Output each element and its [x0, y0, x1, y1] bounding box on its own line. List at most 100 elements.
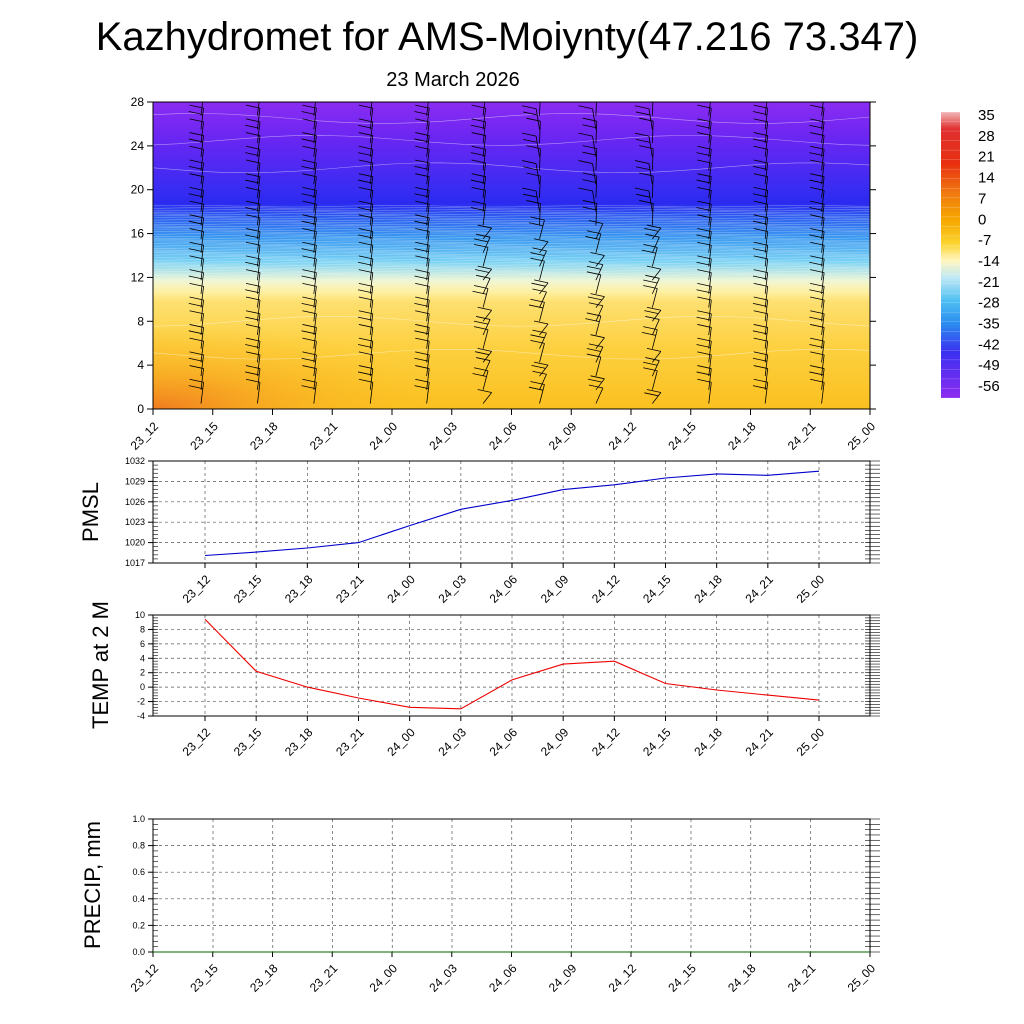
wind-barb-flag [245, 324, 261, 328]
wind-barb-flag [809, 371, 824, 376]
x-tick-label: 23_12 [128, 961, 162, 995]
x-tick-label: 23_15 [231, 725, 265, 759]
wind-barb-staff [595, 305, 604, 322]
wind-barb-flag [358, 159, 373, 164]
isotherm-line [153, 266, 870, 269]
isotherm-line [153, 205, 870, 208]
wind-barb-flag [358, 337, 373, 342]
wind-barb-staff [482, 108, 487, 130]
wind-barb-staff [313, 217, 317, 240]
wind-barb-staff [313, 258, 317, 281]
wind-barb-staff [482, 149, 487, 171]
wind-barb-staff [821, 272, 825, 294]
wind-barb-flag [810, 241, 825, 246]
wind-barb-flag [414, 220, 429, 225]
wind-barb-flag [471, 104, 486, 109]
wind-barb-flag [357, 261, 373, 266]
wind-barb-flag [753, 282, 768, 287]
wind-barb-staff [764, 149, 769, 171]
wind-barb-flag [470, 124, 485, 129]
wind-barb-flag [358, 104, 373, 109]
wind-barb-staff [482, 162, 487, 185]
wind-barb-flag [646, 306, 661, 311]
wind-barb-staff [595, 255, 605, 267]
wind-barb-flag [753, 296, 768, 301]
wind-barb-staff [539, 250, 547, 267]
wind-barb-staff [708, 217, 712, 240]
wind-barb-flag [301, 357, 316, 362]
wind-barb-flag [358, 118, 373, 123]
wind-barb-flag [753, 337, 768, 342]
wind-barb-flag [526, 91, 540, 94]
wind-barb-flag [415, 200, 430, 205]
wind-barb-staff [426, 245, 430, 267]
wind-barb-flag [415, 132, 430, 136]
wind-barb-staff [200, 341, 204, 363]
wind-barb-flag [358, 282, 373, 287]
wind-barb-flag [471, 118, 486, 123]
isotherm-line [153, 213, 870, 216]
wind-barb-staff [313, 102, 316, 116]
wind-barb-staff [257, 217, 261, 240]
wind-barb-flag [189, 269, 204, 274]
wind-barb-staff [764, 299, 769, 322]
x-tick-label: 23_15 [187, 419, 221, 453]
wind-barb-staff [313, 272, 317, 294]
wind-barb-flag [753, 159, 768, 164]
wind-barb-flag [753, 241, 768, 246]
wind-barb-flag [415, 104, 430, 109]
wind-barb-staff [482, 288, 489, 308]
wind-barb-staff [708, 135, 712, 157]
wind-barb-flag [696, 234, 711, 239]
wind-barb-flag [753, 187, 768, 191]
wind-barb-flag [188, 330, 203, 335]
wind-barb-flag [810, 173, 825, 178]
wind-barb-staff [821, 217, 825, 240]
wind-barb-staff [708, 204, 712, 226]
wind-barb-flag [188, 111, 203, 115]
wind-barb-staff [426, 299, 430, 322]
wind-barb-staff [708, 121, 712, 144]
wind-barb-staff [652, 227, 662, 240]
wind-barb-staff [369, 121, 374, 144]
wind-barb-flag [415, 173, 430, 178]
wind-barb-flag [245, 310, 261, 315]
wind-barb-staff [539, 261, 545, 281]
isotherm-line [153, 268, 870, 271]
wind-barb-staff [764, 382, 769, 404]
wind-barb-flag [475, 269, 490, 273]
wind-barb-staff [426, 135, 430, 157]
wind-barb-staff [651, 102, 654, 116]
colorbar-label: -28 [978, 295, 1000, 312]
y-tick-label: 0.8 [132, 841, 145, 851]
wind-barb-staff [482, 176, 487, 198]
wind-barb-staff [257, 245, 261, 267]
wind-barb-flag [810, 104, 825, 109]
wind-barb-flag [810, 310, 825, 315]
wind-barb-flag [644, 310, 659, 314]
wind-barb-flag [590, 252, 605, 256]
wind-barb-staff [821, 135, 825, 157]
wind-barb-flag [696, 289, 711, 294]
wind-barb-staff [482, 319, 491, 336]
wind-barb-staff [426, 368, 430, 390]
wind-barb-staff [539, 323, 549, 336]
wind-barb-flag [245, 104, 261, 109]
wind-barb-staff [535, 163, 540, 185]
wind-barb-staff [369, 217, 374, 240]
wind-barb-flag [358, 173, 373, 178]
x-tick-label: 24_03 [435, 725, 469, 759]
wind-barb-staff [648, 136, 653, 157]
wind-barb-flag [415, 145, 430, 150]
figure-title: Kazhydromet for AMS-Moiynty(47.216 73.34… [96, 15, 919, 59]
wind-barb-staff [426, 313, 430, 336]
x-tick-label: 23_18 [247, 419, 281, 453]
wind-barb-flag [583, 91, 597, 94]
wind-barb-flag [752, 193, 768, 198]
wind-barb-flag [358, 378, 373, 383]
wind-barb-staff [651, 360, 660, 377]
wind-barb-staff [708, 108, 712, 130]
wind-barb-staff [369, 327, 374, 349]
isotherm-line [153, 256, 870, 259]
isotherm-line [153, 264, 870, 267]
